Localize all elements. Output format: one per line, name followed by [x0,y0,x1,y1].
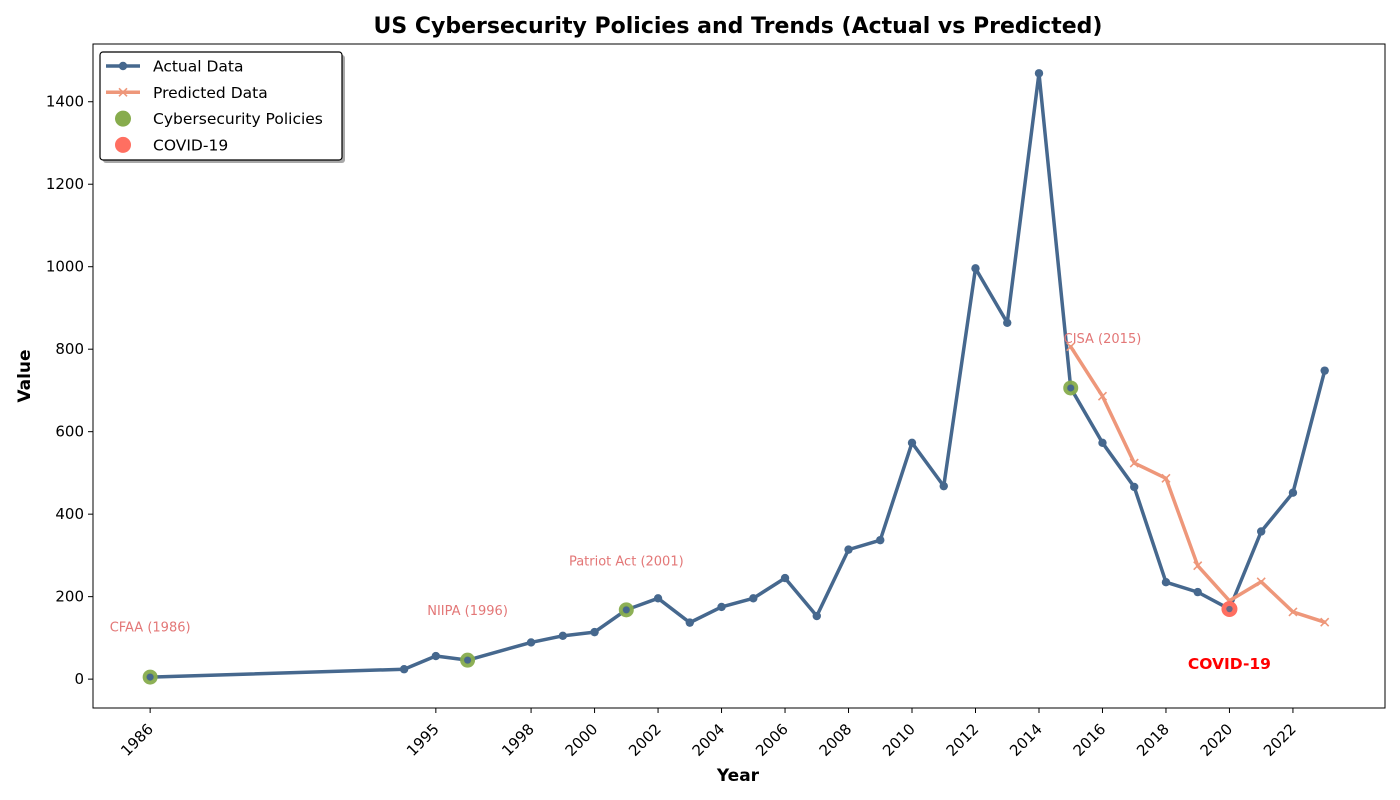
actual-data-point [1161,578,1171,587]
predicted-data-point [1161,473,1171,483]
actual-data-point [971,264,980,273]
legend-box [99,51,343,161]
y-tick-label: 800 [55,340,84,358]
actual-data-point [812,611,821,621]
y-tick-label: 0 [74,670,84,688]
legend-label: Cybersecurity Policies [153,110,323,128]
actual-data-point [653,594,663,603]
x-tick-label: 2012 [943,720,983,760]
actual-data-point [526,638,536,647]
actual-data-point [1098,438,1107,448]
actual-data-point [939,481,948,491]
actual-data-point [590,627,599,637]
annotations: CFAA (1986) NIIPA (1996) Patriot Act (2001… [110,332,1271,673]
x-tick-label: 1998 [498,720,538,760]
x-axis-label: Year [716,766,760,786]
actual-data-point [1003,318,1012,327]
legend-label: COVID-19 [153,136,228,154]
chart-title: US Cybersecurity Policies and Trends (Ac… [374,14,1103,39]
policy-marker-center [1067,384,1075,392]
predicted-x-stroke [1288,607,1298,617]
policy-annotation: CFAA (1986) [110,621,191,636]
actual-data-point [717,602,726,612]
actual-data-point [844,545,853,554]
y-tick-label: 200 [55,588,84,606]
predicted-data-point [1288,607,1298,617]
covid-annotation: COVID-19 [1188,655,1271,673]
x-tick-label: 2018 [1133,720,1173,760]
actual-data-point [558,631,568,641]
y-axis-label: Value [15,349,35,402]
predicted-data-point [1320,617,1330,627]
x-tick-label: 2022 [1260,720,1300,760]
legend-swatch-marker [115,136,131,153]
actual-data-point [1193,587,1202,597]
actual-data-point [876,535,885,545]
legend-label: Actual Data [153,58,244,76]
x-tick-label: 2000 [562,720,602,760]
actual-data-point [1034,69,1044,78]
predicted-data-point [1193,561,1203,571]
y-tick-label: 1200 [46,175,84,193]
covid-marker-center [1226,605,1233,613]
predicted-data-line [1068,344,1327,624]
actual-data-point [1320,366,1329,375]
y-tick-label: 1400 [46,93,84,111]
x-tick-label: 2010 [879,720,919,760]
actual-data-point [1256,527,1266,536]
predicted-x-stroke [1066,342,1076,352]
predicted-x-stroke [1256,577,1266,587]
highlight-markers [142,380,1238,685]
actual-data-point [749,594,758,603]
actual-data-point [1288,488,1298,497]
predicted-data-point [1066,342,1076,352]
predicted-x-stroke [1097,391,1108,401]
policy-marker-center [464,656,472,664]
actual-data-point [431,651,441,661]
x-tick-label: 2016 [1070,720,1110,760]
predicted-data-point [1256,577,1266,587]
x-tick-label: 2008 [816,720,856,760]
predicted-x-stroke [1129,458,1139,468]
predicted-x-stroke [1320,617,1330,627]
predicted-x-stroke [1193,561,1203,571]
predicted-data-point [1129,458,1139,468]
legend: Actual Data Predicted Data Cybersecurity P… [99,51,345,163]
legend-swatch-dot [118,61,128,71]
actual-data-point [907,438,917,448]
x-tick-label: 2014 [1006,720,1046,760]
x-tick-label: 2004 [689,720,729,760]
axis-ticks: 1986 1995 1998 2000 2002 2004 2006 2008 2010 2012… [46,93,1300,760]
x-tick-label: 2002 [625,720,665,760]
y-tick-label: 1000 [46,258,84,276]
policy-annotation: Patriot Act (2001) [569,555,684,570]
plot-area-frame [92,43,1386,709]
policy-marker-center [146,673,154,681]
x-tick-label: 2006 [752,720,792,760]
actual-data-point [685,618,694,627]
predicted-x-stroke [1161,473,1171,483]
actual-data-point [399,665,409,674]
x-tick-label: 1986 [117,720,157,760]
policy-annotation: NIIPA (1996) [427,604,508,619]
x-tick-label: 1995 [403,720,443,760]
legend-swatch-x [118,87,128,97]
y-tick-label: 600 [55,423,84,441]
x-tick-label: 2020 [1197,720,1237,760]
actual-data-point [780,573,790,583]
actual-data-line [148,71,1327,679]
legend-label: Predicted Data [153,84,268,102]
predicted-data-point [1097,391,1108,401]
legend-swatch-marker [115,110,131,127]
policy-annotation: CISA (2015) [1064,332,1142,347]
y-tick-label: 400 [55,505,84,523]
policy-marker-center [622,606,630,614]
actual-data-point [1130,482,1139,492]
